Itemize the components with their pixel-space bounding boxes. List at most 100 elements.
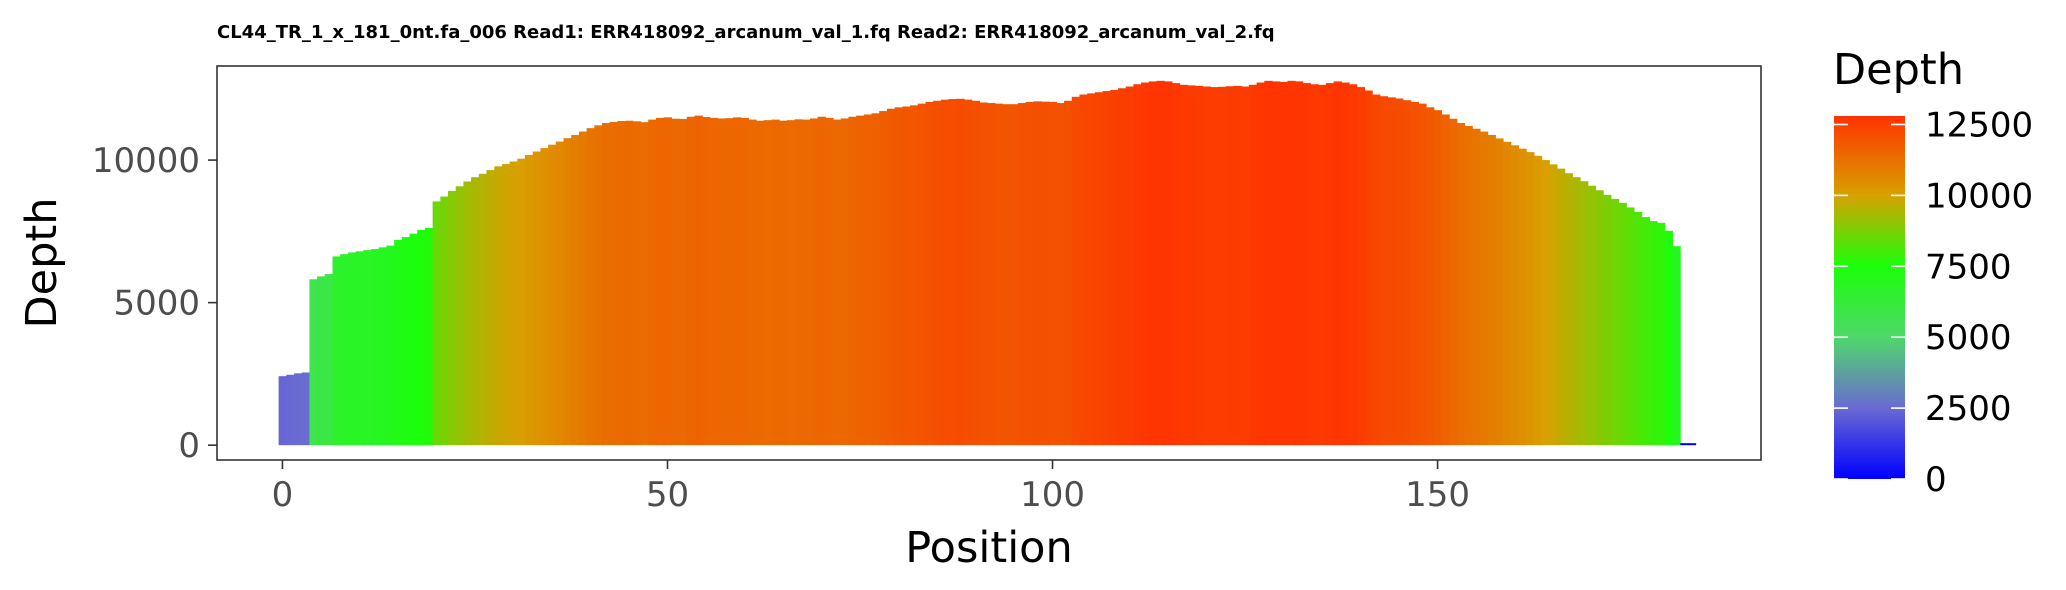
bar-position-147	[1410, 101, 1419, 446]
bar-position-159	[1503, 141, 1512, 446]
y-axis: 0 5000 10000	[92, 141, 217, 466]
x-tick-label: 100	[1020, 475, 1085, 515]
bar-position-18	[417, 229, 426, 446]
bar-position-25	[471, 177, 480, 446]
legend-tick-label: 10000	[1925, 176, 2033, 216]
bar-position-37	[563, 138, 572, 446]
bar-position-170	[1587, 185, 1597, 446]
bar-position-167	[1564, 173, 1573, 446]
bar-position-162	[1526, 152, 1535, 446]
bar-position-80	[894, 107, 903, 446]
bar-position-6	[324, 274, 334, 446]
bar-position-176	[1633, 211, 1643, 446]
bar-position-88	[956, 98, 965, 446]
bar-position-158	[1495, 138, 1504, 446]
bar-position-46	[632, 121, 642, 446]
bar-position-95	[1010, 104, 1019, 446]
bar-position-4	[309, 279, 318, 446]
bar-position-30	[509, 161, 518, 446]
bar-position-79	[886, 108, 896, 446]
color-legend: Depth 0 2500 5000 7500 10000 12500	[1833, 45, 2033, 500]
bar-position-139	[1349, 84, 1358, 446]
bar-position-31	[517, 158, 526, 446]
bar-position-44	[617, 121, 626, 446]
bar-position-78	[879, 111, 888, 446]
legend-tick-label: 5000	[1925, 318, 2012, 358]
bar-position-2	[294, 373, 303, 446]
bar-position-12	[371, 249, 380, 446]
bar-position-127	[1256, 82, 1265, 446]
bar-position-177	[1641, 217, 1650, 446]
bar-position-34	[540, 148, 549, 446]
chart-title: CL44_TR_1_x_181_0nt.fa_006 Read1: ERR418…	[217, 22, 1275, 43]
bar-position-114	[1156, 80, 1165, 446]
bar-position-77	[871, 113, 880, 446]
bar-position-29	[501, 164, 511, 446]
legend-tick-label: 2500	[1925, 389, 2012, 429]
bar-position-70	[817, 116, 826, 446]
bar-position-82	[910, 105, 919, 446]
bar-position-15	[394, 239, 403, 446]
bar-position-45	[625, 120, 634, 446]
bar-position-151	[1441, 114, 1450, 446]
bar-position-172	[1603, 194, 1612, 446]
bar-position-36	[555, 141, 565, 446]
bar-position-168	[1572, 177, 1581, 446]
bar-position-143	[1379, 96, 1389, 446]
bar-position-100	[1048, 101, 1057, 446]
bar-position-7	[332, 256, 341, 446]
bar-position-93	[994, 103, 1004, 446]
bar-position-85	[933, 100, 942, 446]
bar-position-107	[1102, 91, 1111, 446]
bar-position-131	[1287, 80, 1296, 446]
bar-position-39	[578, 131, 588, 446]
bar-position-5	[317, 276, 326, 446]
x-tick-label: 50	[646, 475, 689, 515]
bar-position-56	[709, 117, 719, 446]
bar-position-51	[671, 118, 680, 446]
bar-position-119	[1195, 85, 1204, 446]
bar-position-124	[1233, 85, 1242, 446]
bar-position-35	[548, 144, 557, 446]
x-axis: 0 50 100 150	[272, 460, 1470, 515]
bar-position-129	[1272, 81, 1281, 446]
bar-position-152	[1449, 118, 1458, 446]
bar-position-137	[1333, 81, 1342, 446]
bar-position-106	[1094, 92, 1104, 446]
bar-position-43	[609, 121, 619, 446]
bar-position-90	[971, 100, 980, 446]
bar-position-40	[586, 128, 595, 446]
bar-position-126	[1248, 84, 1258, 446]
bar-position-81	[902, 106, 911, 446]
bar-position-122	[1218, 86, 1227, 446]
bar-position-50	[663, 117, 672, 446]
bar-position-16	[401, 237, 411, 446]
bar-position-99	[1040, 101, 1050, 446]
bar-position-157	[1487, 134, 1496, 446]
bar-position-166	[1556, 168, 1566, 446]
bar-position-136	[1325, 83, 1335, 446]
bar-position-26	[478, 173, 488, 446]
x-tick-label: 0	[272, 475, 294, 515]
bar-position-10	[355, 251, 364, 446]
bar-position-112	[1141, 82, 1150, 446]
bar-position-138	[1341, 82, 1350, 446]
bar-position-94	[1002, 104, 1011, 446]
bar-position-22	[448, 190, 457, 446]
legend-tick-label: 12500	[1925, 106, 2033, 146]
legend-tick-label: 7500	[1925, 247, 2012, 287]
bar-position-183	[1687, 443, 1697, 446]
legend-ticks: 0 2500 5000 7500 10000 12500	[1834, 106, 2033, 500]
bar-position-103	[1071, 96, 1081, 446]
bar-position-160	[1510, 145, 1520, 446]
bar-position-148	[1418, 103, 1427, 446]
bar-position-13	[378, 247, 388, 446]
bar-position-84	[925, 101, 934, 446]
bar-position-52	[679, 119, 688, 446]
bar-position-83	[917, 103, 927, 446]
bar-position-14	[386, 245, 395, 446]
bar-position-54	[694, 115, 703, 446]
bar-position-48	[648, 119, 657, 446]
legend-colorbar	[1834, 116, 1905, 479]
bar-position-165	[1549, 164, 1558, 446]
